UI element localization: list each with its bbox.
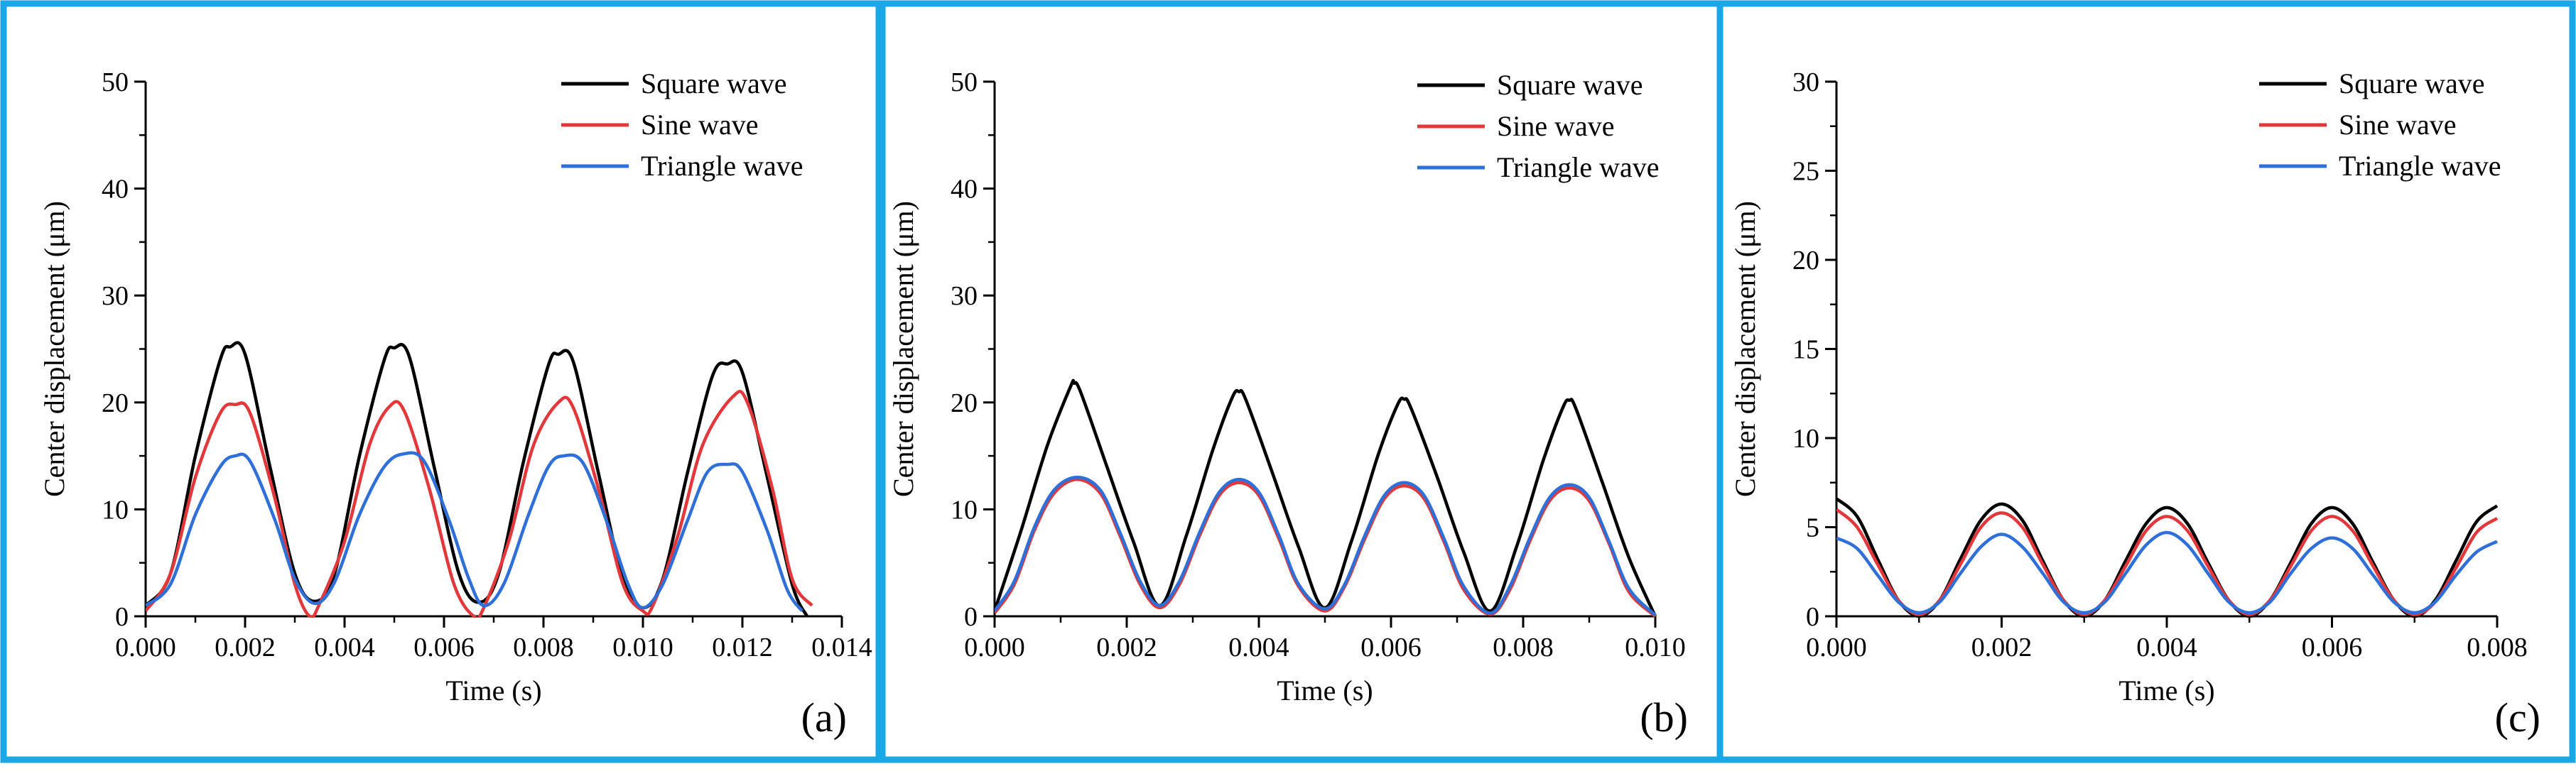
series-line-sine-wave <box>995 477 1657 618</box>
series-line-square-wave <box>995 378 1657 617</box>
y-tick-label: 30 <box>102 281 129 311</box>
y-tick-label: 0 <box>964 602 978 632</box>
legend-label: Triangle wave <box>1497 151 1659 183</box>
x-axis-label: Time (s) <box>1277 674 1373 706</box>
x-tick-label: 0.000 <box>964 633 1025 662</box>
y-tick-label: 20 <box>1792 246 1819 275</box>
series-line-triangle-wave <box>146 451 803 612</box>
series-line-triangle-wave <box>1836 530 2499 615</box>
panel-label: (c) <box>2495 694 2540 741</box>
y-tick-label: 10 <box>1792 424 1819 454</box>
y-tick-label: 10 <box>102 495 129 525</box>
y-tick-label: 50 <box>951 67 978 97</box>
series-line-square-wave <box>146 341 809 618</box>
x-axis-label: Time (s) <box>445 674 541 706</box>
x-tick-label: 0.010 <box>612 633 673 662</box>
x-axis-label: Time (s) <box>2118 674 2214 706</box>
panel-label: (b) <box>1640 694 1688 741</box>
y-tick-label: 15 <box>1792 335 1819 365</box>
y-tick-label: 40 <box>102 175 129 204</box>
y-tick-label: 20 <box>102 388 129 418</box>
legend-label: Square wave <box>641 67 786 99</box>
x-tick-label: 0.000 <box>1806 633 1867 662</box>
x-tick-label: 0.014 <box>811 633 872 662</box>
panel-border <box>0 0 882 763</box>
y-tick-label: 0 <box>115 602 129 632</box>
legend-label: Triangle wave <box>641 150 803 182</box>
series-line-triangle-wave <box>995 475 1657 617</box>
legend-label: Sine wave <box>2339 109 2457 141</box>
y-axis-label: Center displacement (μm) <box>38 201 70 497</box>
y-tick-label: 40 <box>951 175 978 204</box>
x-tick-label: 0.002 <box>1971 633 2033 662</box>
x-tick-label: 0.004 <box>314 633 375 662</box>
x-tick-label: 0.010 <box>1625 633 1686 662</box>
legend-label: Square wave <box>2339 67 2484 99</box>
x-tick-label: 0.008 <box>513 633 574 662</box>
y-tick-label: 0 <box>1806 602 1819 632</box>
chart-panel-3: 0.000 0.002 0.004 0.006 0.008 0 5 10 15 20 25 30 Tim… <box>1716 0 2576 763</box>
x-tick-label: 0.002 <box>1096 633 1157 662</box>
y-axis-label: Center displacement (μm) <box>887 201 919 497</box>
chart-panel-2: 0.000 0.002 0.004 0.006 0.008 0.010 0 10 20 30 40 5… <box>879 0 1723 763</box>
legend-label: Sine wave <box>641 109 759 141</box>
series-line-sine-wave <box>146 390 813 618</box>
y-tick-label: 30 <box>1792 67 1819 97</box>
y-tick-label: 30 <box>951 281 978 311</box>
x-tick-label: 0.006 <box>2302 633 2363 662</box>
y-tick-label: 50 <box>102 67 129 97</box>
x-tick-label: 0.004 <box>2136 633 2197 662</box>
x-tick-label: 0.004 <box>1228 633 1289 662</box>
x-tick-label: 0.006 <box>1360 633 1422 662</box>
y-tick-label: 10 <box>951 495 978 525</box>
legend-label: Triangle wave <box>2339 150 2501 182</box>
x-tick-label: 0.008 <box>2467 633 2528 662</box>
panel-border <box>1716 0 2576 763</box>
x-tick-label: 0.006 <box>413 633 475 662</box>
legend-label: Square wave <box>1497 69 1643 101</box>
series-line-sine-wave <box>1836 508 2499 616</box>
y-tick-label: 5 <box>1806 513 1819 543</box>
x-tick-label: 0.000 <box>115 633 176 662</box>
x-tick-label: 0.002 <box>215 633 276 662</box>
y-axis-label: Center displacement (μm) <box>1729 201 1761 497</box>
panel-label: (a) <box>801 694 847 741</box>
y-tick-label: 25 <box>1792 157 1819 187</box>
x-tick-label: 0.012 <box>712 633 773 662</box>
x-tick-label: 0.008 <box>1493 633 1554 662</box>
legend-label: Sine wave <box>1497 110 1615 142</box>
chart-panel-1: 0.000 0.002 0.004 0.006 0.008 0.010 0.012 0.014… <box>0 0 882 763</box>
y-tick-label: 20 <box>951 388 978 418</box>
